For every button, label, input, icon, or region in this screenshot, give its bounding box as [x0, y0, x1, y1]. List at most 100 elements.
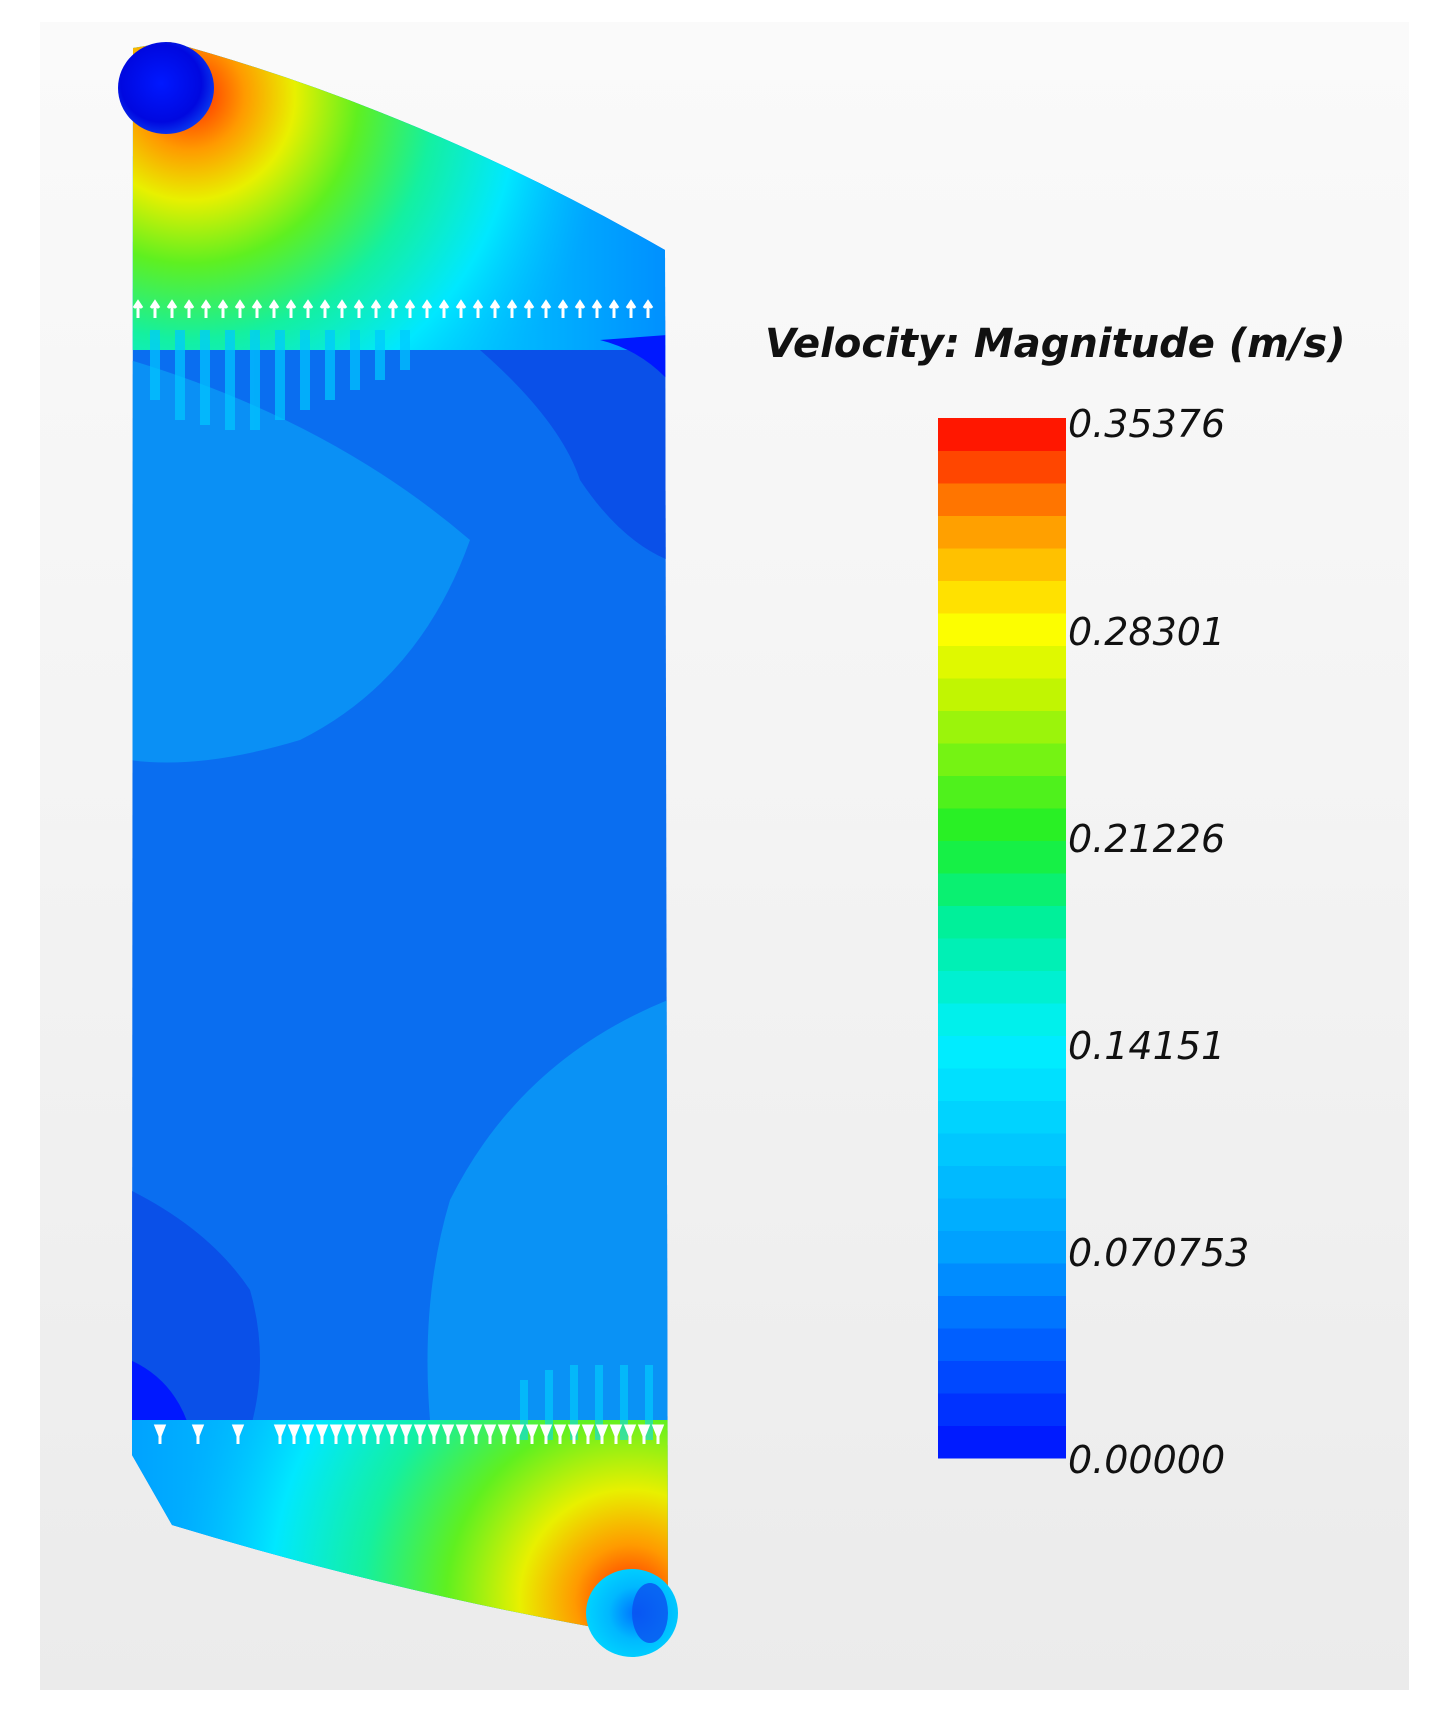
distributor-hole	[149, 299, 161, 318]
colorbar-band	[938, 1393, 1066, 1426]
distributor-hole	[251, 299, 263, 318]
distributor-hole	[191, 1424, 205, 1444]
distributor-hole	[525, 1424, 539, 1444]
colorbar-band	[938, 515, 1066, 549]
distributor-hole	[623, 1424, 637, 1444]
distributor-hole	[315, 1424, 329, 1444]
colorbar-band	[938, 938, 1066, 971]
distributor-hole	[404, 299, 416, 318]
colorbar-band	[938, 808, 1066, 841]
tick-label-max: 0.35376	[1068, 402, 1225, 446]
tick-label-4: 0.14151	[1068, 1024, 1225, 1068]
colorbar-band	[938, 580, 1066, 614]
colorbar-band	[938, 418, 1066, 451]
colorbar-band	[938, 613, 1066, 646]
distributor-hole	[651, 1424, 665, 1444]
distributor-hole	[608, 299, 620, 318]
colorbar-band	[938, 1328, 1066, 1361]
distributor-hole	[581, 1424, 595, 1444]
distributor-hole	[625, 299, 637, 318]
distributor-hole	[132, 299, 144, 318]
distributor-hole	[609, 1424, 623, 1444]
distributor-hole	[153, 1424, 167, 1444]
colorbar-band	[938, 1263, 1066, 1296]
distributor-hole	[438, 299, 450, 318]
distributor-hole	[385, 1424, 399, 1444]
distributor-hole	[595, 1424, 609, 1444]
distributor-hole	[200, 299, 212, 318]
distributor-hole	[574, 299, 586, 318]
distributor-hole	[511, 1424, 525, 1444]
distributor-hole	[273, 1424, 287, 1444]
colorbar-band	[938, 873, 1066, 906]
colorbar-band	[938, 840, 1066, 874]
distributor-hole	[506, 299, 518, 318]
distributor-hole	[523, 299, 535, 318]
tick-label-min: 0.00000	[1068, 1438, 1225, 1482]
distributor-hole	[413, 1424, 427, 1444]
colorbar-band	[938, 1360, 1066, 1394]
tick-label-3: 0.21226	[1068, 817, 1225, 861]
plate-contour-field	[132, 42, 668, 1640]
distributor-hole	[497, 1424, 511, 1444]
distributor-hole	[234, 299, 246, 318]
distributor-hole	[489, 299, 501, 318]
distributor-hole	[357, 1424, 371, 1444]
distributor-hole	[343, 1424, 357, 1444]
outlet-port-core	[632, 1583, 668, 1643]
distributor-hole	[483, 1424, 497, 1444]
distributor-hole	[455, 299, 467, 318]
tick-label-2: 0.28301	[1068, 610, 1225, 654]
top-distributor-holes	[132, 299, 654, 318]
distributor-hole	[557, 299, 569, 318]
colorbar-band	[938, 548, 1066, 581]
colorbar-band	[938, 1100, 1066, 1134]
colorbar-band	[938, 1295, 1066, 1329]
distributor-hole	[336, 299, 348, 318]
distributor-hole	[399, 1424, 413, 1444]
distributor-hole	[591, 299, 603, 318]
bottom-jet-streaks	[520, 1365, 653, 1440]
top-jet-streaks	[150, 330, 410, 430]
colorbar-band	[938, 1425, 1066, 1459]
bottom-collector-holes	[153, 1424, 665, 1444]
distributor-hole	[353, 299, 365, 318]
colorbar-band	[938, 1230, 1066, 1264]
colorbar-band	[938, 645, 1066, 679]
colorbar-band	[938, 1035, 1066, 1069]
distributor-hole	[539, 1424, 553, 1444]
distributor-hole	[166, 299, 178, 318]
colorbar-band	[938, 743, 1066, 776]
distributor-hole	[217, 299, 229, 318]
distributor-hole	[427, 1424, 441, 1444]
colorbar-band	[938, 710, 1066, 744]
distributor-hole	[455, 1424, 469, 1444]
legend-title: Velocity: Magnitude (m/s)	[765, 321, 1345, 367]
colorbar-band	[938, 1133, 1066, 1166]
distributor-hole	[370, 299, 382, 318]
distributor-hole	[540, 299, 552, 318]
colorbar-band	[938, 1068, 1066, 1101]
distributor-hole	[637, 1424, 651, 1444]
colorbar-band	[938, 450, 1066, 484]
colorbar-band	[938, 1165, 1066, 1199]
distributor-hole	[421, 299, 433, 318]
distributor-hole	[319, 299, 331, 318]
distributor-hole	[472, 299, 484, 318]
distributor-hole	[285, 299, 297, 318]
colorbar-band	[938, 1198, 1066, 1231]
distributor-hole	[329, 1424, 343, 1444]
distributor-hole	[567, 1424, 581, 1444]
distributor-hole	[301, 1424, 315, 1444]
distributor-hole	[553, 1424, 567, 1444]
colorbar-band	[938, 905, 1066, 939]
distributor-hole	[371, 1424, 385, 1444]
colorbar	[938, 418, 1066, 1459]
distributor-hole	[302, 299, 314, 318]
colorbar-band	[938, 775, 1066, 809]
colorbar-band	[938, 678, 1066, 711]
colorbar-band	[938, 1003, 1066, 1036]
distributor-hole	[231, 1424, 245, 1444]
